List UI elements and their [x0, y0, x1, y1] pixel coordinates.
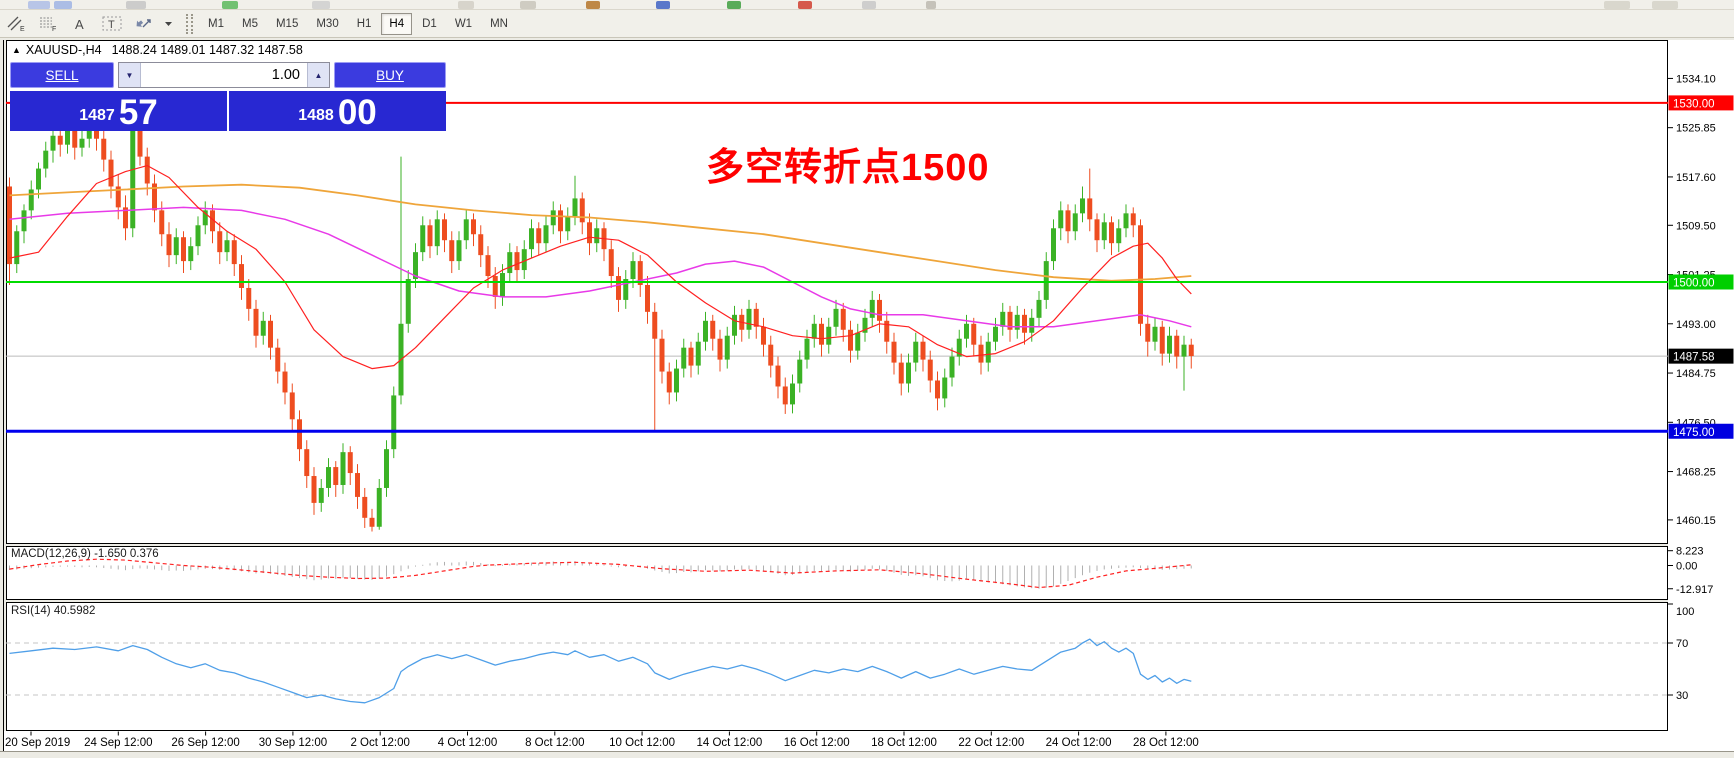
timeframe-button-h1[interactable]: H1: [349, 13, 380, 35]
volume-stepper: ▼ ▲: [118, 62, 330, 88]
timeframe-button-m1[interactable]: M1: [200, 13, 232, 35]
svg-text:E: E: [20, 26, 25, 32]
clipped-icon-fragment: [586, 1, 600, 9]
clipped-icon-fragment: [54, 1, 72, 9]
svg-text:10 Oct 12:00: 10 Oct 12:00: [609, 737, 675, 749]
svg-text:1487.58: 1487.58: [1673, 352, 1715, 364]
macd-signal-line: [9, 558, 1192, 589]
svg-text:70: 70: [1676, 638, 1688, 650]
buy-price-quote[interactable]: 1488 00: [229, 91, 446, 131]
clipped-icon-fragment: [798, 1, 812, 9]
timeframe-button-m30[interactable]: M30: [308, 13, 346, 35]
clipped-icon-fragment: [520, 1, 536, 9]
svg-text:1475.00: 1475.00: [1673, 427, 1715, 439]
svg-text:A: A: [75, 17, 84, 32]
svg-text:1534.10: 1534.10: [1676, 73, 1716, 85]
sell-price-big: 57: [118, 93, 158, 133]
clipped-toolbar-row: [0, 0, 1734, 10]
svg-text:18 Oct 12:00: 18 Oct 12:00: [871, 737, 937, 749]
svg-text:2 Oct 12:00: 2 Oct 12:00: [350, 737, 409, 749]
equidistant-channel-icon[interactable]: E: [1, 12, 31, 36]
sell-price-small: 1487: [79, 107, 115, 124]
timeframe-button-d1[interactable]: D1: [414, 13, 445, 35]
symbol-period-label: XAUUSD-,H4: [25, 43, 102, 57]
clipped-icon-fragment: [28, 1, 50, 9]
buy-price-big: 00: [337, 93, 377, 133]
svg-text:16 Oct 12:00: 16 Oct 12:00: [784, 737, 850, 749]
clipped-icon-fragment: [126, 1, 146, 9]
chart-header: ▲ XAUUSD-,H4 1488.24 1489.01 1487.32 1487.…: [12, 43, 303, 57]
svg-text:26 Sep 12:00: 26 Sep 12:00: [171, 737, 239, 749]
text-icon[interactable]: A: [65, 12, 95, 36]
svg-text:28 Oct 12:00: 28 Oct 12:00: [1133, 737, 1199, 749]
main-toolbar: E F A T M1 M5 M15 M30 H1 H4 D1 W1 MN: [0, 10, 1734, 38]
ohlc-values: 1488.24 1489.01 1487.32 1487.58: [111, 43, 303, 57]
clipped-icon-fragment: [222, 1, 238, 9]
svg-text:1493.00: 1493.00: [1676, 319, 1716, 331]
svg-text:24 Sep 12:00: 24 Sep 12:00: [84, 737, 152, 749]
clipped-icon-fragment: [1604, 1, 1630, 9]
timeframe-button-mn[interactable]: MN: [482, 13, 516, 35]
timeframe-button-h4[interactable]: H4: [381, 12, 413, 35]
svg-text:1500.00: 1500.00: [1673, 278, 1715, 290]
time-axis[interactable]: 20 Sep 2019 24 Sep 12:00 26 Sep 12:00 30 Se…: [5, 731, 1199, 750]
svg-text:30: 30: [1676, 690, 1688, 702]
ma-slow-orange-line: [9, 183, 1192, 282]
sell-button[interactable]: SELL: [10, 62, 114, 88]
clipped-icon-fragment: [727, 1, 741, 9]
svg-text:4 Oct 12:00: 4 Oct 12:00: [438, 737, 497, 749]
svg-text:22 Oct 12:00: 22 Oct 12:00: [958, 737, 1024, 749]
rsi-line: [9, 638, 1192, 704]
sell-price-quote[interactable]: 1487 57: [10, 91, 229, 131]
clipped-icon-fragment: [1652, 1, 1678, 9]
price-axis[interactable]: 1534.101525.851517.601509.501501.251493.…: [1668, 73, 1734, 702]
svg-text:1530.00: 1530.00: [1673, 98, 1715, 110]
macd-indicator-label: MACD(12,26,9) -1.650 0.376: [11, 548, 159, 560]
dropdown-caret-icon[interactable]: [161, 12, 175, 36]
volume-increase-icon[interactable]: ▲: [307, 63, 329, 87]
toolbar-drag-handle[interactable]: [186, 13, 193, 34]
svg-text:1484.75: 1484.75: [1676, 368, 1716, 380]
chart-annotation-text: 多空转折点1500: [706, 147, 990, 189]
svg-text:8 Oct 12:00: 8 Oct 12:00: [525, 737, 584, 749]
fibonacci-lines-icon[interactable]: F: [33, 12, 63, 36]
svg-text:30 Sep 12:00: 30 Sep 12:00: [259, 737, 327, 749]
collapse-triangle-icon[interactable]: ▲: [12, 45, 21, 55]
svg-text:100: 100: [1676, 606, 1694, 618]
svg-text:F: F: [52, 26, 56, 32]
svg-text:T: T: [108, 19, 115, 31]
timeframe-button-m15[interactable]: M15: [268, 13, 306, 35]
svg-text:0.00: 0.00: [1676, 561, 1697, 573]
svg-text:-12.917: -12.917: [1676, 584, 1713, 596]
timeframe-button-w1[interactable]: W1: [447, 13, 480, 35]
ma-fast-red-line: [9, 165, 1192, 370]
svg-text:8.223: 8.223: [1676, 546, 1704, 558]
clipped-icon-fragment: [862, 1, 876, 9]
one-click-trade-panel: SELL ▼ ▲ BUY 1487 57 1488 00: [10, 62, 446, 131]
svg-text:1517.60: 1517.60: [1676, 172, 1716, 184]
svg-text:1509.50: 1509.50: [1676, 220, 1716, 232]
timeframe-button-m5[interactable]: M5: [234, 13, 266, 35]
svg-text:1460.15: 1460.15: [1676, 515, 1716, 527]
text-label-icon[interactable]: T: [97, 12, 127, 36]
svg-text:20 Sep 2019: 20 Sep 2019: [5, 737, 70, 749]
volume-decrease-icon[interactable]: ▼: [119, 63, 141, 87]
volume-input[interactable]: [141, 63, 307, 87]
svg-text:24 Oct 12:00: 24 Oct 12:00: [1046, 737, 1112, 749]
clipped-icon-fragment: [312, 1, 330, 9]
clipped-icon-fragment: [926, 1, 936, 9]
timeframe-toolbar: M1 M5 M15 M30 H1 H4 D1 W1 MN: [199, 10, 517, 38]
clipped-icon-fragment: [656, 1, 670, 9]
buy-button[interactable]: BUY: [334, 62, 446, 88]
svg-text:14 Oct 12:00: 14 Oct 12:00: [696, 737, 762, 749]
svg-text:1525.85: 1525.85: [1676, 123, 1716, 135]
ma-mid-magenta-line: [9, 206, 1192, 328]
rsi-indicator-label: RSI(14) 40.5982: [11, 605, 96, 617]
svg-text:1468.25: 1468.25: [1676, 467, 1716, 479]
arrows-icon[interactable]: [129, 12, 159, 36]
buy-price-small: 1488: [298, 107, 334, 124]
clipped-icon-fragment: [458, 1, 474, 9]
candles-series: [7, 111, 1194, 532]
